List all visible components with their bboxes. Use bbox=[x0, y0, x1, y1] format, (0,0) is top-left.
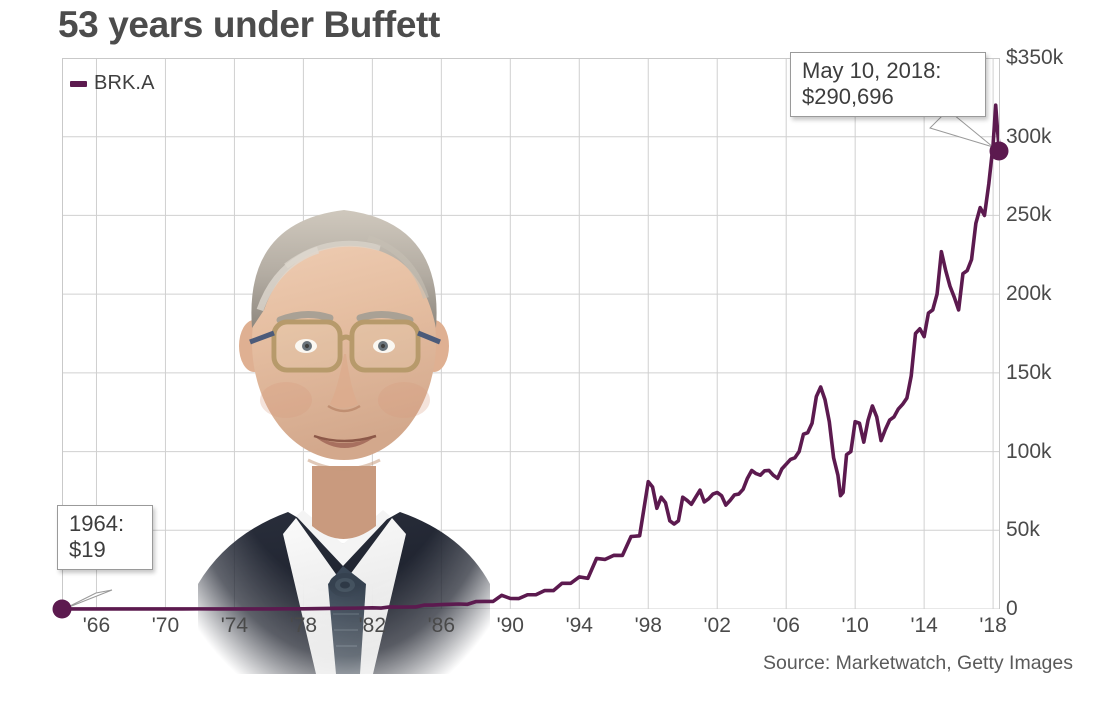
callout-1964: 1964: $19 bbox=[57, 505, 153, 571]
x-axis-tick-label: '78 bbox=[289, 614, 318, 637]
x-axis-tick-label: '66 bbox=[82, 614, 111, 637]
y-axis-tick-label: $350k bbox=[1006, 46, 1064, 69]
callout-1964-line1: 1964: bbox=[69, 511, 125, 536]
x-axis-tick-label: '82 bbox=[358, 614, 387, 637]
data-point-marker-2018 bbox=[989, 141, 1009, 161]
plot-area bbox=[62, 58, 1000, 674]
x-axis-tick-label: '14 bbox=[910, 614, 938, 637]
legend-swatch-icon bbox=[70, 80, 87, 87]
brk-a-series-line bbox=[62, 58, 1000, 609]
x-axis-tick-label: '10 bbox=[841, 614, 869, 637]
x-axis-tick-label: '94 bbox=[565, 614, 593, 637]
y-axis-tick-label: 200k bbox=[1006, 282, 1052, 306]
y-axis: 0 50k 100k 150k 200k 250k 300k $350k bbox=[1006, 0, 1103, 708]
callout-1964-line2: $19 bbox=[69, 536, 106, 562]
y-axis-tick-label: 150k bbox=[1006, 360, 1052, 384]
callout-2018-line1: May 10, 2018: bbox=[802, 58, 942, 83]
y-axis-tick-label: 100k bbox=[1006, 439, 1052, 463]
source-note: Source: Marketwatch, Getty Images bbox=[763, 652, 1073, 674]
y-axis-tick-label: 0 bbox=[1006, 597, 1018, 620]
x-axis-tick-label: '86 bbox=[427, 614, 456, 637]
data-point-marker-1964 bbox=[52, 599, 72, 619]
x-axis-tick-label: '74 bbox=[220, 614, 249, 637]
x-axis-tick-label: '02 bbox=[703, 614, 731, 637]
x-axis-tick-label: '98 bbox=[634, 614, 662, 637]
y-axis-tick-label: 300k bbox=[1006, 124, 1052, 148]
chart-legend: BRK.A bbox=[70, 72, 155, 95]
legend-label: BRK.A bbox=[94, 72, 155, 94]
x-axis-tick-label: '06 bbox=[772, 614, 800, 637]
x-axis-tick-label: '90 bbox=[496, 614, 524, 637]
x-axis-tick-label: '18 bbox=[979, 614, 1007, 637]
y-axis-tick-label: 250k bbox=[1006, 203, 1052, 227]
x-axis-tick-label: '70 bbox=[151, 614, 180, 637]
callout-2018: May 10, 2018: $290,696 bbox=[790, 52, 986, 118]
page-title: 53 years under Buffett bbox=[58, 4, 440, 45]
y-axis-tick-label: 50k bbox=[1006, 518, 1040, 542]
x-axis: '66 '70 '74 '78 '82 '86 '90 '94 '98 '02 '06 '10 '14 '… bbox=[62, 614, 1007, 646]
callout-2018-line2: $290,696 bbox=[802, 83, 894, 109]
